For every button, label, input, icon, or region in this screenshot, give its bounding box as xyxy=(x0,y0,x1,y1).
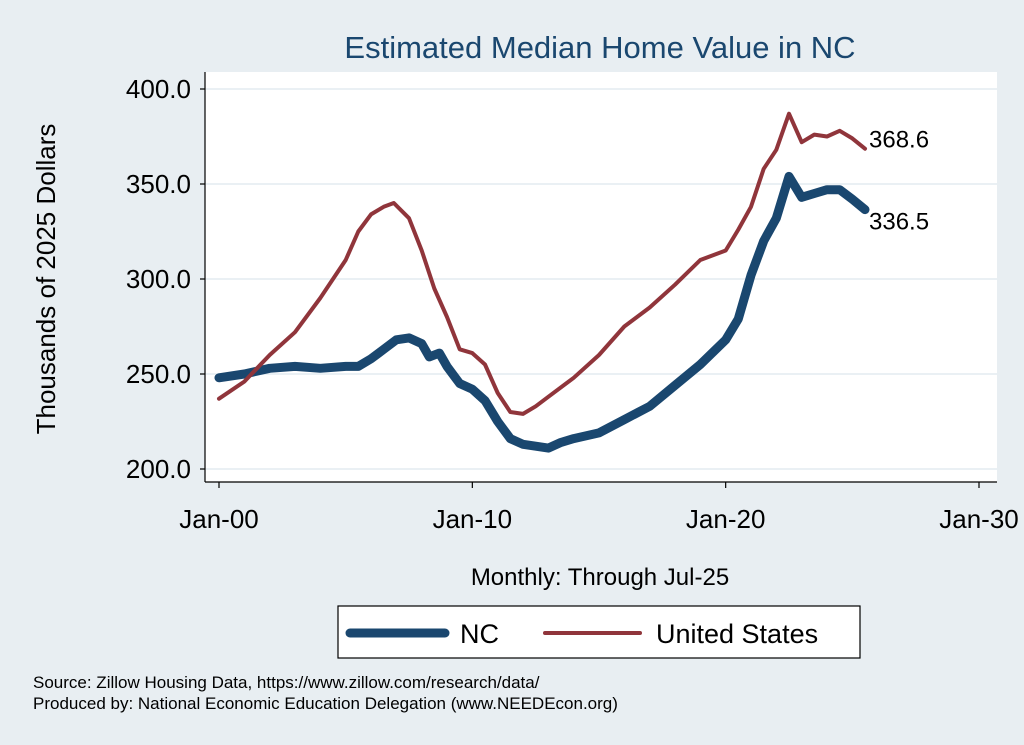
produced-by-line: Produced by: National Economic Education… xyxy=(33,694,618,713)
y-tick-label: 400.0 xyxy=(126,74,191,104)
x-tick-label: Jan-10 xyxy=(433,504,513,534)
end-label-nc: 336.5 xyxy=(869,209,929,236)
series-lines xyxy=(214,111,870,453)
end-label-united-states: 368.6 xyxy=(869,127,929,154)
series-line-united-states xyxy=(217,111,867,416)
y-tick-label: 200.0 xyxy=(126,454,191,484)
end-labels: 368.6 336.5 xyxy=(869,127,929,236)
series-line-nc xyxy=(214,171,870,453)
y-tick-label: 250.0 xyxy=(126,359,191,389)
source-notes: Source: Zillow Housing Data, https://www… xyxy=(33,672,618,714)
y-axis-label: Thousands of 2025 Dollars xyxy=(31,124,61,435)
legend: NC United States xyxy=(337,605,861,659)
legend-label-nc: NC xyxy=(460,619,499,649)
chart-title: Estimated Median Home Value in NC xyxy=(344,30,855,65)
x-axis-label: Monthly: Through Jul-25 xyxy=(471,564,729,591)
legend-label-united-states: United States xyxy=(656,619,818,649)
x-tick-label: Jan-20 xyxy=(686,504,766,534)
y-tick-label: 350.0 xyxy=(126,169,191,199)
y-tick-label: 300.0 xyxy=(126,264,191,294)
axes: 200.0 250.0 300.0 350.0 400.0 Jan-00 Jan-10 Jan… xyxy=(126,72,1019,534)
line-chart: Estimated Median Home Value in NC 200.02… xyxy=(31,30,1019,659)
plot-area xyxy=(205,72,997,482)
grid-lines xyxy=(205,88,997,470)
source-line: Source: Zillow Housing Data, https://www… xyxy=(33,673,540,692)
x-tick-label: Jan-30 xyxy=(939,504,1019,534)
x-tick-label: Jan-00 xyxy=(179,504,259,534)
